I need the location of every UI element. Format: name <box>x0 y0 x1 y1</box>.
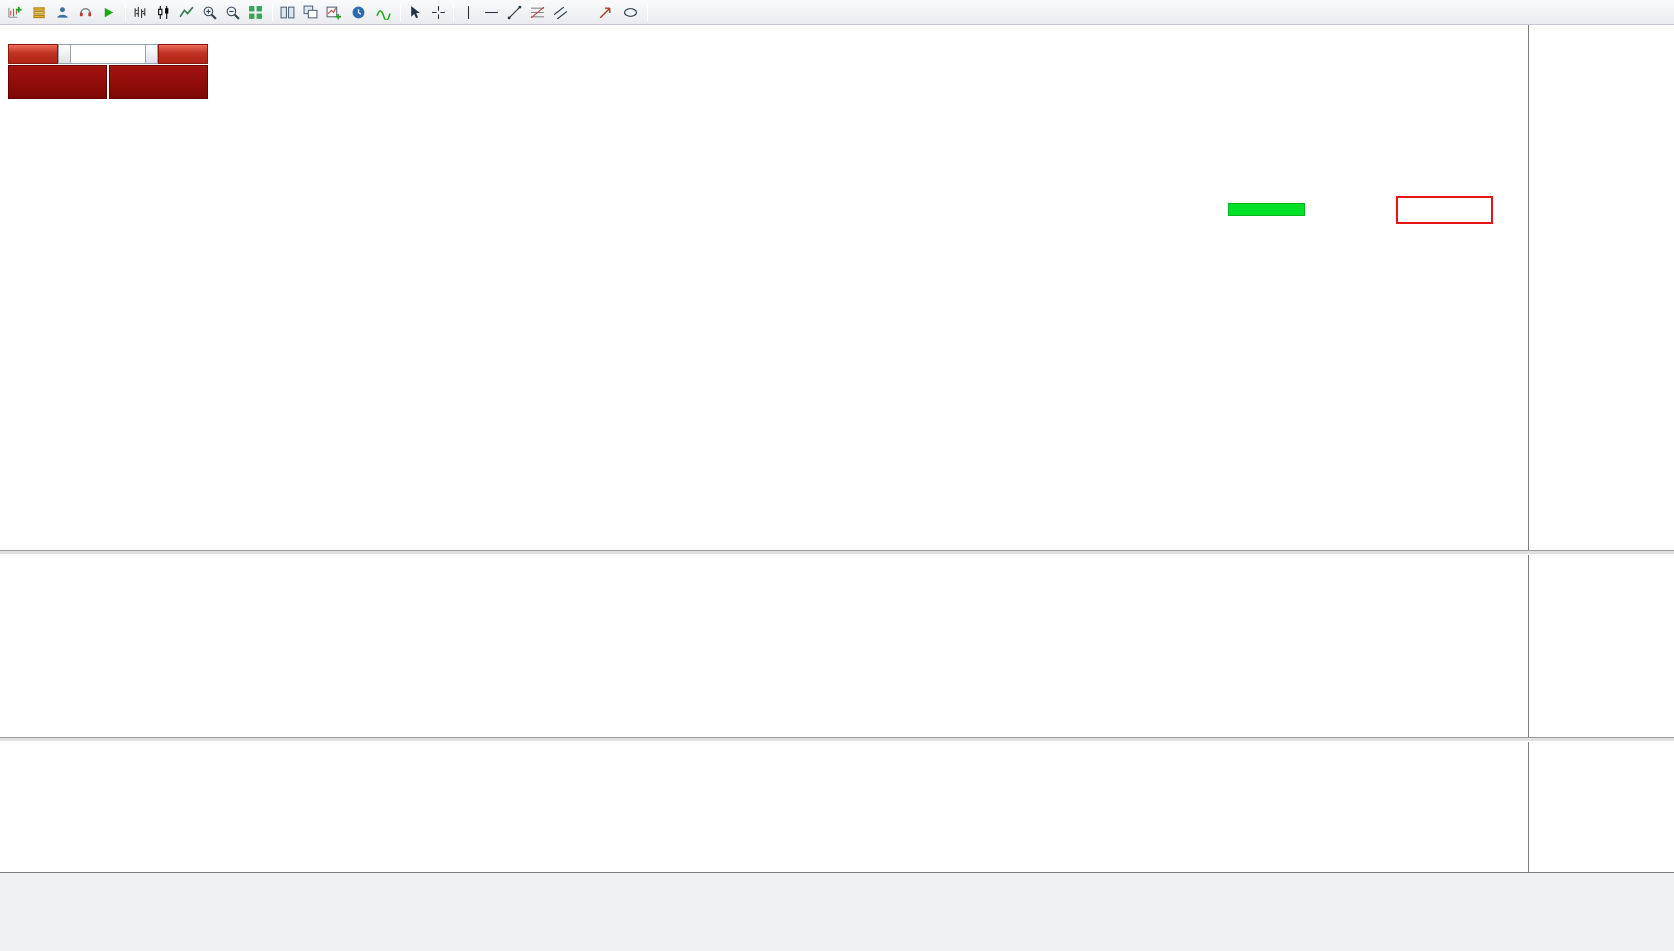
shapes-button[interactable] <box>619 2 644 23</box>
volume-up-button[interactable] <box>145 44 158 64</box>
market-depth-button[interactable] <box>28 2 51 23</box>
toolbar-separator <box>400 3 401 21</box>
indicators-button[interactable] <box>372 2 397 23</box>
horizontal-line-button[interactable] <box>480 2 503 23</box>
vertical-line-button[interactable] <box>457 2 480 23</box>
clock-icon <box>352 6 365 18</box>
fibonacci-icon <box>530 6 545 18</box>
ellipse-shape-icon <box>624 7 637 17</box>
channel-icon <box>553 6 568 19</box>
toolbar-separator <box>125 3 126 21</box>
buy-label-button[interactable] <box>158 44 208 64</box>
market-depth-icon <box>33 6 45 18</box>
new-order-button[interactable] <box>3 2 28 23</box>
price-callout-label[interactable] <box>1396 196 1493 224</box>
zoom-in-icon <box>203 6 217 20</box>
volume-down-button[interactable] <box>58 44 71 64</box>
crosshair-icon <box>432 5 445 19</box>
period-clock-button[interactable] <box>347 2 372 23</box>
cascade-windows-icon <box>303 5 318 18</box>
fibonacci-button[interactable] <box>526 2 549 23</box>
highlight-rectangle-object[interactable] <box>1228 203 1305 216</box>
new-chart-icon <box>326 6 341 19</box>
cascade-windows-button[interactable] <box>299 2 322 23</box>
sell-label-button[interactable] <box>8 44 58 64</box>
cursor-button[interactable] <box>404 2 427 23</box>
tile-windows-icon <box>280 6 295 18</box>
rsi-panel-separator[interactable] <box>0 737 1674 742</box>
chart-grid-button[interactable] <box>244 2 269 23</box>
one-click-trading-widget <box>8 44 208 99</box>
toolbar-separator <box>453 3 454 21</box>
channel-button[interactable] <box>549 2 572 23</box>
zoom-out-icon <box>226 6 240 20</box>
volume-input[interactable] <box>71 44 145 64</box>
headset-icon <box>79 7 92 16</box>
arrow-tool-icon <box>599 7 611 18</box>
bar-chart-button[interactable] <box>129 2 152 23</box>
play-icon <box>104 7 114 17</box>
auto-trading-button[interactable] <box>97 2 122 23</box>
chart-canvas[interactable] <box>0 25 1528 872</box>
profile-button[interactable] <box>51 2 74 23</box>
candlestick-icon <box>158 5 169 19</box>
cursor-arrow-icon <box>411 5 420 18</box>
main-toolbar <box>0 0 1674 25</box>
zoom-in-button[interactable] <box>198 2 221 23</box>
line-chart-button[interactable] <box>175 2 198 23</box>
ohlc-bars-icon <box>134 6 146 18</box>
time-axis[interactable] <box>0 872 1674 951</box>
arrow-tool-button[interactable] <box>594 2 619 23</box>
horizontal-line-icon <box>485 11 498 13</box>
macd-panel-separator[interactable] <box>0 550 1674 555</box>
toolbar-separator <box>272 3 273 21</box>
sell-button[interactable] <box>8 65 107 99</box>
person-icon <box>57 6 68 18</box>
buy-button[interactable] <box>109 65 208 99</box>
text-label-button[interactable] <box>572 2 594 23</box>
grid-icon <box>249 5 262 19</box>
price-axis[interactable] <box>1528 25 1674 872</box>
toolbar-overflow-button[interactable] <box>1649 2 1671 23</box>
new-chart-button[interactable] <box>322 2 347 23</box>
vertical-line-icon <box>467 5 470 19</box>
indicator-curve-icon <box>376 9 391 20</box>
crosshair-button[interactable] <box>427 2 450 23</box>
toolbar-separator <box>647 3 648 21</box>
trendline-icon <box>507 5 522 19</box>
tile-windows-button[interactable] <box>276 2 299 23</box>
community-button[interactable] <box>74 2 97 23</box>
zoom-out-button[interactable] <box>221 2 244 23</box>
candlestick-chart-button[interactable] <box>152 2 175 23</box>
new-order-icon <box>8 6 22 18</box>
line-chart-icon <box>179 6 194 17</box>
trendline-button[interactable] <box>503 2 526 23</box>
